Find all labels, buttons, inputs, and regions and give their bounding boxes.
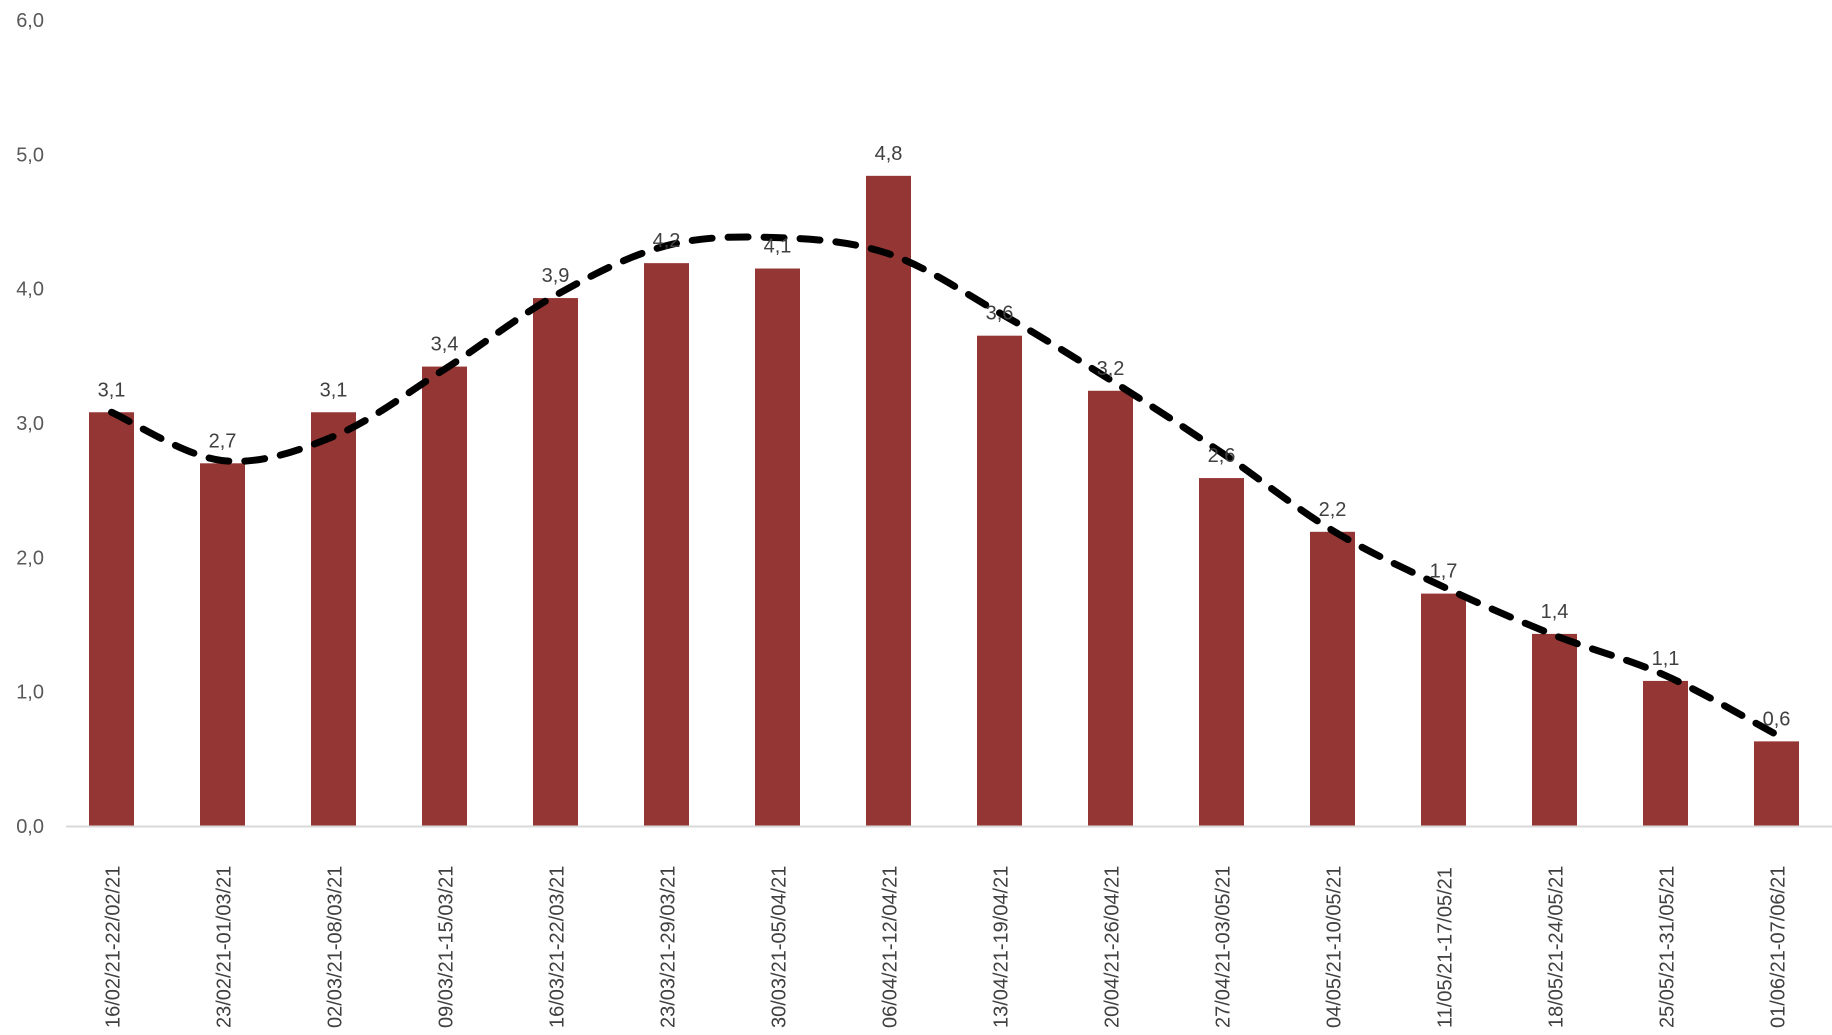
bar — [422, 366, 467, 826]
x-category-label: 16/02/21-22/02/21 — [103, 866, 125, 1028]
bar — [1088, 390, 1133, 826]
data-label: 3,1 — [320, 379, 348, 401]
x-category-label: 20/04/21-26/04/21 — [1102, 866, 1124, 1028]
data-label: 4,2 — [653, 230, 681, 252]
x-category-label: 18/05/21-24/05/21 — [1546, 866, 1568, 1028]
bar — [1643, 680, 1688, 826]
x-category-label: 25/05/21-31/05/21 — [1657, 866, 1679, 1028]
data-label: 3,9 — [542, 265, 570, 287]
y-tick-label: 5,0 — [16, 144, 44, 166]
data-label: 2,7 — [209, 430, 237, 452]
bar — [311, 412, 356, 826]
y-tick-label: 1,0 — [16, 682, 44, 704]
x-axis: 16/02/21-22/02/21 23/02/21-01/03/21 02/03/… — [66, 825, 1832, 1028]
data-labels-group: 3,1 2,7 3,1 3,4 3,9 4,2 4,1 4,8 3,6 3,2 2,6 2,2 1,7 1… — [98, 143, 1791, 731]
data-label: 1,1 — [1652, 648, 1680, 670]
y-tick-label: 4,0 — [16, 279, 44, 301]
trendline — [108, 233, 1780, 739]
data-label: 1,7 — [1430, 561, 1458, 583]
x-category-label: 16/03/21-22/03/21 — [547, 866, 569, 1028]
trendline-group — [108, 233, 1780, 739]
bar — [866, 175, 911, 826]
bar — [1754, 741, 1799, 826]
y-axis: 0,0 1,0 2,0 3,0 4,0 5,0 6,0 — [16, 10, 44, 838]
x-category-label: 30/03/21-05/04/21 — [769, 866, 791, 1028]
x-category-label: 13/04/21-19/04/21 — [991, 866, 1013, 1028]
data-label: 4,8 — [875, 143, 903, 165]
y-tick-label: 2,0 — [16, 547, 44, 569]
data-label: 3,6 — [986, 303, 1014, 325]
bars-group — [89, 175, 1799, 827]
data-label: 1,4 — [1541, 601, 1569, 623]
data-label: 0,6 — [1763, 708, 1791, 730]
x-category-label: 09/03/21-15/03/21 — [436, 866, 458, 1028]
x-category-label: 27/04/21-03/05/21 — [1213, 866, 1235, 1028]
bar — [1199, 478, 1244, 826]
data-label: 3,1 — [98, 379, 126, 401]
bar — [1310, 531, 1355, 826]
y-tick-label: 6,0 — [16, 10, 44, 32]
bar — [533, 298, 578, 826]
data-label: 3,2 — [1097, 358, 1125, 380]
bar — [89, 412, 134, 826]
bar — [644, 263, 689, 827]
x-category-label: 02/03/21-08/03/21 — [325, 866, 347, 1028]
y-tick-label: 0,0 — [16, 816, 44, 838]
bar — [1532, 633, 1577, 826]
bar — [755, 268, 800, 826]
bar — [977, 335, 1022, 826]
x-category-label: 23/03/21-29/03/21 — [658, 866, 680, 1028]
data-label: 2,6 — [1208, 445, 1236, 467]
y-tick-label: 3,0 — [16, 413, 44, 435]
data-label: 4,1 — [764, 236, 792, 258]
bar — [1421, 593, 1466, 826]
x-category-label: 06/04/21-12/04/21 — [880, 866, 902, 1028]
x-category-label: 11/05/21-17/05/21 — [1435, 867, 1457, 1028]
data-label: 2,2 — [1319, 499, 1347, 521]
x-category-label: 01/06/21-07/06/21 — [1768, 866, 1790, 1028]
x-category-label: 04/05/21-10/05/21 — [1324, 866, 1346, 1028]
x-category-label: 23/02/21-01/03/21 — [214, 866, 236, 1028]
data-label: 3,4 — [431, 334, 459, 356]
bar — [200, 463, 245, 826]
